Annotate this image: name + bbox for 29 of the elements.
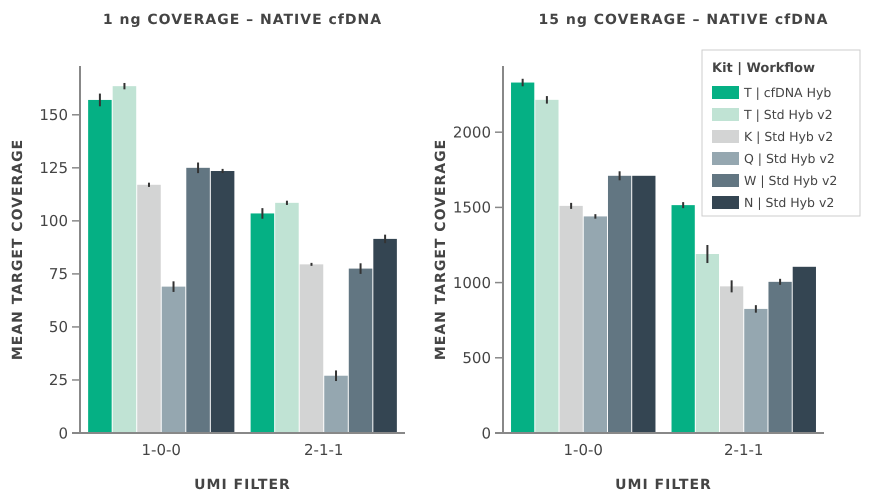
legend-title: Kit | Workflow — [712, 61, 815, 76]
legend-label: T | cfDNA Hyb — [743, 84, 832, 100]
y-tick-label: 25 — [48, 371, 68, 390]
x-tick-label: 2-1-1 — [724, 441, 764, 459]
y-tick-label: 2000 — [452, 123, 491, 142]
legend-label: T | Std Hyb v2 — [743, 106, 833, 122]
x-axis-title: UMI FILTER — [194, 477, 291, 493]
y-axis-title: MEAN TARGET COVERAGE — [10, 138, 26, 360]
y-tick-label: 1000 — [452, 274, 491, 292]
legend-label: N | Std Hyb v2 — [744, 194, 834, 210]
y-axis-title: MEAN TARGET COVERAGE — [433, 138, 449, 360]
y-tick-label: 50 — [48, 318, 68, 336]
legend-label: W | Std Hyb v2 — [744, 172, 838, 188]
y-tick-label: 0 — [481, 424, 491, 442]
y-tick-label: 125 — [39, 159, 68, 178]
legend-label: Q | Std Hyb v2 — [744, 150, 835, 166]
x-tick-label: 2-1-1 — [304, 441, 344, 459]
y-tick-label: 75 — [48, 265, 68, 284]
legend-label: K | Std Hyb v2 — [744, 128, 834, 144]
x-tick-label: 1-0-0 — [142, 441, 181, 459]
chart-title: 15 ng COVERAGE – NATIVE cfDNA — [538, 12, 828, 28]
y-tick-label: 1500 — [452, 198, 491, 217]
y-tick-label: 0 — [58, 424, 68, 442]
chart-title: 1 ng COVERAGE – NATIVE cfDNA — [102, 12, 382, 28]
y-tick-label: 150 — [39, 106, 68, 124]
x-tick-label: 1-0-0 — [564, 441, 603, 459]
x-axis-title: UMI FILTER — [615, 477, 712, 493]
y-tick-label: 100 — [39, 212, 68, 230]
y-tick-label: 500 — [462, 349, 491, 368]
